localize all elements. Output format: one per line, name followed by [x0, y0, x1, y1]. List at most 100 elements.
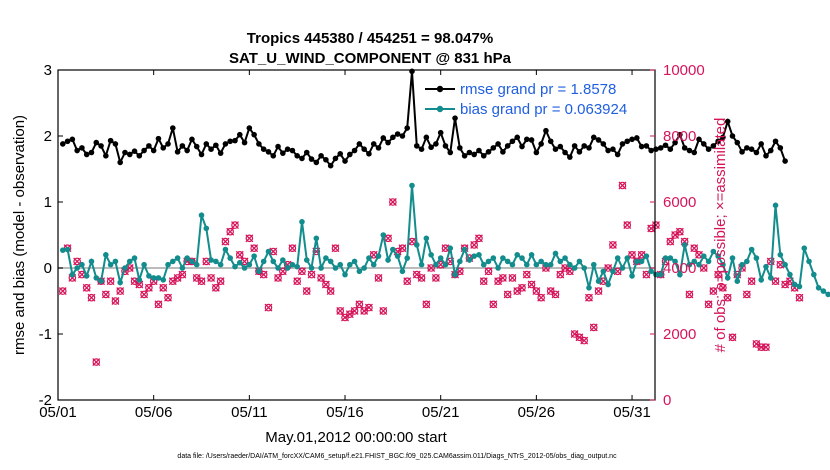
bias-series-point	[600, 268, 607, 275]
bias-series-point	[131, 255, 138, 261]
rmse-series-point	[610, 146, 616, 152]
bias-series-point	[720, 261, 726, 268]
obs-assimilated-marker	[508, 273, 517, 282]
obs-assimilated-marker	[345, 310, 354, 319]
bias-series-point	[643, 253, 650, 259]
y-left-tick-label: -2	[39, 392, 52, 409]
obs-count-point	[671, 231, 680, 239]
y-right-tick-label: 10000	[663, 62, 705, 79]
obs-assimilated-marker	[231, 221, 239, 230]
obs-count-point	[532, 287, 541, 296]
rmse-series-point	[624, 138, 631, 145]
rmse-series-point	[98, 143, 104, 149]
bias-series-point	[571, 265, 578, 271]
obs-possible-marker	[623, 221, 632, 229]
rmse-series-point	[457, 145, 463, 151]
obs-assimilated-marker	[570, 330, 579, 338]
obs-count-point	[508, 273, 517, 282]
bias-series-point	[734, 278, 741, 285]
obs-possible-marker	[111, 297, 120, 305]
rmse-series-point	[547, 138, 554, 145]
obs-assimilated-marker	[192, 273, 201, 282]
obs-possible-marker	[795, 293, 804, 302]
rmse-series-point	[174, 149, 181, 155]
bias-series-point	[327, 258, 334, 265]
obs-assimilated-marker	[154, 300, 163, 309]
bias-series-point	[710, 248, 717, 255]
obs-assimilated-marker	[666, 237, 675, 246]
chart-subtitle: SAT_U_WIND_COMPONENT @ 831 hPa	[229, 50, 512, 67]
obs-count-point	[111, 297, 120, 305]
rmse-series-point	[232, 137, 238, 144]
rmse-series-point	[772, 138, 779, 145]
obs-count-point	[374, 273, 383, 282]
bias-series-point	[155, 275, 162, 281]
obs-possible-marker	[307, 270, 316, 279]
bias-series-point	[74, 265, 80, 271]
rmse-series-point	[241, 139, 248, 146]
obs-count-point	[140, 290, 149, 299]
rmse-series-point	[782, 158, 788, 164]
obs-count-point	[331, 244, 340, 253]
obs-possible-marker	[527, 280, 536, 289]
obs-assimilated-marker	[403, 277, 412, 286]
bias-series-point	[303, 257, 310, 263]
bias-series-point	[69, 271, 76, 278]
rmse-series-point	[122, 149, 128, 156]
obs-possible-marker	[355, 300, 364, 309]
obs-assimilated-marker	[140, 290, 149, 299]
obs-possible-marker	[470, 241, 478, 249]
bias-series-point	[126, 258, 133, 265]
obs-assimilated-marker	[479, 277, 488, 286]
bias-series-point	[222, 246, 229, 253]
rmse-series-point	[112, 141, 119, 147]
obs-assimilated-marker	[235, 250, 244, 259]
rmse-series-point	[385, 139, 391, 146]
obs-possible-marker	[676, 227, 684, 236]
obs-assimilated-marker	[355, 300, 364, 309]
rmse-series-point	[763, 153, 769, 159]
obs-assimilated-marker	[302, 287, 311, 296]
bias-series-point	[567, 261, 573, 268]
y-right-tick-label: 0	[663, 392, 671, 409]
bias-series-point	[399, 268, 406, 275]
bias-series-point	[112, 258, 119, 265]
rmse-series-point	[667, 146, 674, 152]
obs-possible-marker	[293, 277, 301, 286]
rmse-series-point	[150, 147, 157, 154]
rmse-series-point	[437, 129, 444, 136]
bias-series-point	[700, 253, 707, 259]
obs-count-point	[728, 333, 737, 342]
rmse-series-point	[734, 139, 741, 146]
rmse-series-point	[528, 137, 535, 143]
obs-assimilated-marker	[589, 323, 598, 332]
obs-assimilated-marker	[551, 290, 560, 299]
obs-possible-marker	[518, 283, 526, 292]
rmse-series-point	[303, 149, 310, 156]
bias-series-point	[748, 246, 755, 253]
obs-count-point	[623, 221, 632, 230]
obs-assimilated-marker	[326, 287, 335, 296]
rmse-series-point	[203, 141, 210, 147]
rmse-series-point	[117, 159, 123, 166]
obs-assimilated-marker	[250, 244, 259, 253]
bias-series-point	[208, 257, 214, 263]
bias-series-point	[428, 252, 434, 258]
bias-series-point	[619, 265, 626, 271]
rmse-series-point	[543, 127, 549, 134]
bias-series-point	[519, 255, 525, 261]
obs-possible-marker	[288, 244, 297, 253]
bias-series-point	[184, 255, 190, 261]
obs-assimilated-marker	[106, 277, 115, 286]
rmse-series-point	[399, 133, 406, 139]
rmse-series-point	[260, 146, 267, 152]
obs-possible-marker	[747, 277, 756, 286]
bias-series-point	[681, 242, 688, 248]
legend-bias-label: bias grand pr = 0.063924	[460, 101, 627, 118]
x-tick-label: 05/01	[39, 404, 77, 421]
rmse-series-point	[619, 141, 626, 147]
obs-possible-marker	[350, 307, 359, 315]
obs-possible-marker	[317, 274, 325, 282]
obs-assimilated-marker	[216, 277, 225, 286]
rmse-series-point	[485, 149, 492, 155]
